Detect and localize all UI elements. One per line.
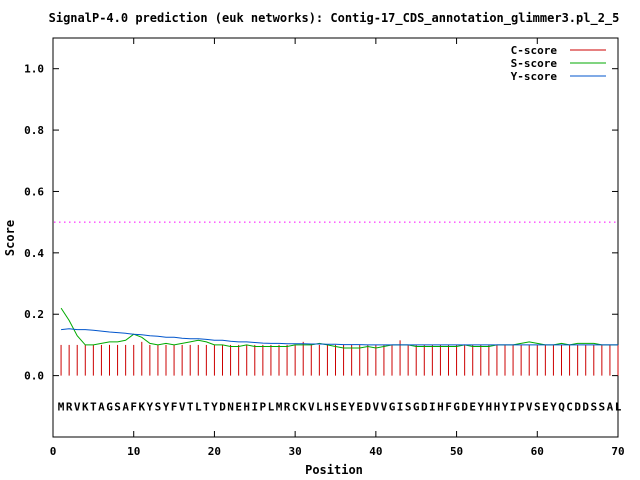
sequence-letter: S (405, 400, 412, 413)
sequence-letter: E (340, 400, 347, 413)
sequence-letter: E (356, 400, 363, 413)
sequence-letter: H (494, 400, 501, 413)
sequence-letter: V (179, 400, 186, 413)
sequence-letter: T (203, 400, 210, 413)
sequence-letter: K (300, 400, 307, 413)
sequence-letter: V (373, 400, 380, 413)
x-tick-label: 60 (531, 445, 544, 458)
x-axis-label: Position (305, 463, 363, 477)
sequence-letter: E (235, 400, 242, 413)
sequence-letter: I (397, 400, 404, 413)
sequence-letter: R (66, 400, 73, 413)
plot-area: 0.00.20.40.60.81.00 10 20 30 40 50 60 70M R V K T A G… (24, 37, 625, 458)
x-tick-label: 20 (208, 445, 221, 458)
sequence-letter: D (582, 400, 589, 413)
x-tick-label: 40 (369, 445, 382, 458)
sequence-letter: A (122, 400, 129, 413)
sequence-letter: H (486, 400, 493, 413)
sequence-letter: S (114, 400, 121, 413)
sequence-letter: D (219, 400, 226, 413)
legend-label-y-score: Y-score (511, 70, 558, 83)
sequence-letter: Y (348, 400, 355, 413)
sequence-letter: F (171, 400, 178, 413)
sequence-letter: C (292, 400, 299, 413)
sequence-letter: H (437, 400, 444, 413)
legend-label-s-score: S-score (511, 57, 558, 70)
y-tick-label: 1.0 (24, 63, 44, 76)
sequence-letter: V (74, 400, 81, 413)
sequence-letter: G (389, 400, 396, 413)
sequence-letter: L (316, 400, 323, 413)
sequence-letter: M (58, 400, 65, 413)
sequence-letter: F (445, 400, 452, 413)
sequence-letter: T (187, 400, 194, 413)
sequence-letter: L (195, 400, 202, 413)
sequence-letter: I (429, 400, 436, 413)
sequence-letter: M (276, 400, 283, 413)
sequence-letter: V (308, 400, 315, 413)
sequence-letter: F (130, 400, 137, 413)
sequence-letter: E (542, 400, 549, 413)
x-tick-label: 30 (289, 445, 302, 458)
sequence-letter: C (566, 400, 573, 413)
sequence-letter: L (268, 400, 275, 413)
sequence-letter: N (227, 400, 234, 413)
sequence-letter: S (332, 400, 339, 413)
sequence-letter: S (534, 400, 541, 413)
sequence-letter: Y (211, 400, 218, 413)
x-tick-label: 10 (127, 445, 140, 458)
sequence-letter: Y (477, 400, 484, 413)
sequence-letter: G (106, 400, 113, 413)
sequence-letter: S (155, 400, 162, 413)
sequence-letter: A (98, 400, 105, 413)
y-score-line (61, 328, 618, 346)
sequence-letter: K (138, 400, 145, 413)
y-tick-label: 0.4 (24, 247, 44, 260)
sequence-letter: V (526, 400, 533, 413)
sequence-letter: S (590, 400, 597, 413)
sequence-letter: S (599, 400, 606, 413)
sequence-letter: Y (502, 400, 509, 413)
y-tick-label: 0.6 (24, 185, 44, 198)
x-tick-label: 70 (611, 445, 624, 458)
sequence-letter: Y (147, 400, 154, 413)
sequence-letter: Q (558, 400, 565, 413)
sequence-letter: L (615, 400, 622, 413)
sequence-letter: T (90, 400, 97, 413)
legend-label-c-score: C-score (511, 44, 558, 57)
sequence-letter: D (574, 400, 581, 413)
y-axis-label: Score (3, 220, 17, 256)
x-tick-label: 50 (450, 445, 463, 458)
sequence-letter: V (381, 400, 388, 413)
sequence-letter: Y (550, 400, 557, 413)
sequence-letter: G (413, 400, 420, 413)
sequence-letter: K (82, 400, 89, 413)
sequence-letter: Y (163, 400, 170, 413)
sequence-letter: A (607, 400, 614, 413)
sequence-letter: E (469, 400, 476, 413)
y-tick-label: 0.8 (24, 124, 44, 137)
x-tick-label: 0 (50, 445, 57, 458)
sequence-letter: H (324, 400, 331, 413)
y-tick-label: 0.2 (24, 308, 44, 321)
sequence-letter: D (461, 400, 468, 413)
y-tick-label: 0.0 (24, 370, 44, 383)
sequence-letter: P (518, 400, 525, 413)
sequence-letter: I (251, 400, 258, 413)
sequence-letter: G (453, 400, 460, 413)
sequence-letter: R (284, 400, 291, 413)
sequence-letter: D (421, 400, 428, 413)
sequence-letter: I (510, 400, 517, 413)
chart-title: SignalP-4.0 prediction (euk networks): C… (49, 11, 620, 26)
sequence-letter: H (243, 400, 250, 413)
sequence-letter: D (364, 400, 371, 413)
s-score-line (60, 307, 618, 349)
plot-frame (52, 37, 619, 438)
sequence-letter: P (260, 400, 267, 413)
